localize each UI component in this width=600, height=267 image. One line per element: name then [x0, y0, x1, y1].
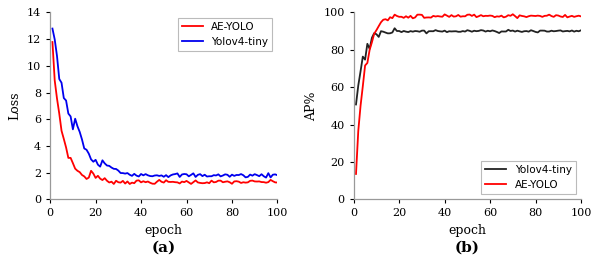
AE-YOLO — [487, 14, 494, 17]
AE-YOLO — [101, 176, 109, 180]
Line: AE-YOLO: AE-YOLO — [52, 42, 277, 184]
AE-YOLO — [126, 182, 133, 186]
X-axis label: epoch: epoch — [145, 224, 183, 237]
AE-YOLO — [274, 181, 281, 184]
AE-YOLO — [509, 13, 517, 16]
Legend: Yolov4-tiny, AE-YOLO: Yolov4-tiny, AE-YOLO — [481, 161, 576, 194]
Legend: AE-YOLO, Yolov4-tiny: AE-YOLO, Yolov4-tiny — [178, 18, 272, 51]
Yolov4-tiny — [398, 30, 405, 34]
Yolov4-tiny — [49, 27, 56, 30]
AE-YOLO — [49, 40, 56, 44]
Yolov4-tiny — [265, 172, 272, 175]
AE-YOLO — [395, 15, 403, 18]
AE-YOLO — [568, 14, 575, 17]
AE-YOLO — [167, 180, 174, 184]
Yolov4-tiny — [562, 30, 569, 33]
X-axis label: epoch: epoch — [448, 224, 487, 237]
Yolov4-tiny — [165, 175, 172, 179]
Yolov4-tiny — [183, 173, 190, 176]
AE-YOLO — [258, 180, 265, 184]
Line: Yolov4-tiny: Yolov4-tiny — [356, 28, 581, 104]
Yolov4-tiny — [568, 29, 575, 32]
Text: (a): (a) — [152, 241, 176, 255]
AE-YOLO — [468, 14, 475, 18]
Yolov4-tiny — [470, 29, 478, 32]
AE-YOLO — [577, 15, 584, 18]
Y-axis label: AP%: AP% — [305, 91, 318, 121]
Yolov4-tiny — [262, 176, 269, 179]
AE-YOLO — [352, 172, 359, 175]
AE-YOLO — [265, 180, 272, 184]
Yolov4-tiny — [101, 162, 109, 165]
AE-YOLO — [562, 13, 569, 17]
Yolov4-tiny — [256, 175, 263, 178]
AE-YOLO — [185, 181, 193, 184]
Y-axis label: Loss: Loss — [8, 92, 22, 120]
Yolov4-tiny — [92, 158, 99, 162]
Yolov4-tiny — [577, 29, 584, 32]
Yolov4-tiny — [391, 27, 398, 30]
Yolov4-tiny — [352, 103, 359, 106]
AE-YOLO — [92, 176, 99, 179]
Line: Yolov4-tiny: Yolov4-tiny — [52, 29, 277, 178]
Yolov4-tiny — [274, 174, 281, 177]
AE-YOLO — [404, 16, 412, 19]
Line: AE-YOLO: AE-YOLO — [356, 14, 581, 174]
Yolov4-tiny — [407, 30, 414, 33]
Text: (b): (b) — [455, 241, 480, 255]
Yolov4-tiny — [489, 29, 496, 32]
